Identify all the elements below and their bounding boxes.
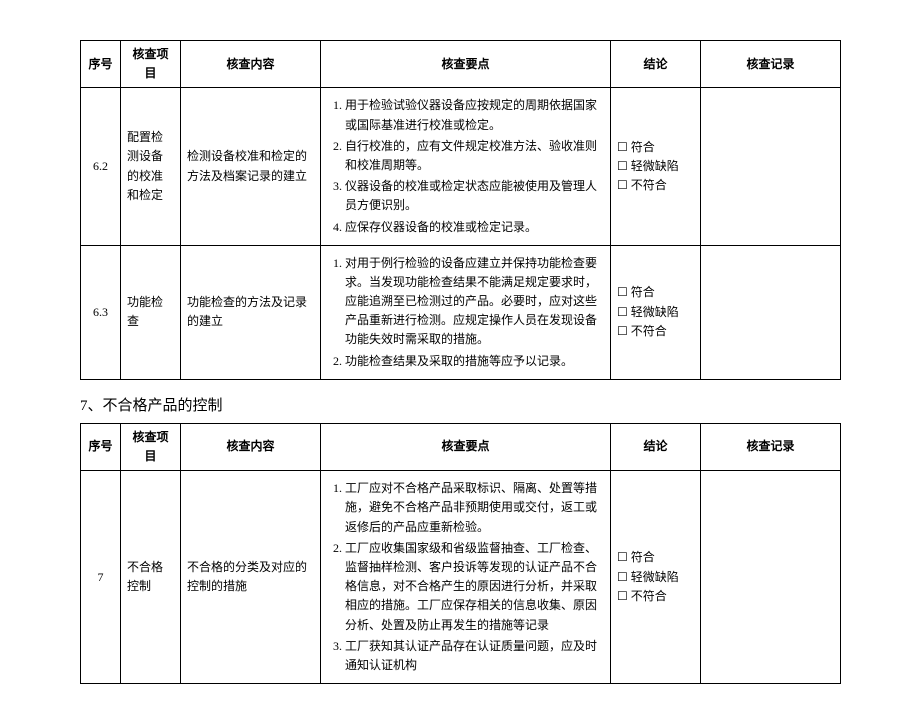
conclusion-label: 不符合 [631,589,667,603]
header-seq: 序号 [81,423,121,470]
header-record: 核查记录 [701,423,841,470]
keypoint-item: 仪器设备的校准或检定状态应能被使用及管理人员方便识别。 [345,177,604,215]
keypoint-item: 工厂应对不合格产品采取标识、隔离、处置等措施，避免不合格产品非预期使用或交付，返… [345,479,604,537]
cell-num: 7 [81,471,121,684]
checkbox-icon: ☐ [617,570,628,584]
checkbox-icon: ☐ [617,324,628,338]
conclusion-label: 轻微缺陷 [631,305,679,319]
keypoints-list: 对用于例行检验的设备应建立并保持功能检查要求。当发现功能检查结果不能满足规定要求… [327,254,604,371]
checkbox-icon: ☐ [617,589,628,603]
header-conclusion: 结论 [611,41,701,88]
keypoints-list: 工厂应对不合格产品采取标识、隔离、处置等措施，避免不合格产品非预期使用或交付，返… [327,479,604,675]
conclusion-option: ☐ 轻微缺陷 [617,568,694,587]
conclusion-option: ☐ 符合 [617,138,694,157]
conclusion-label: 符合 [631,550,655,564]
header-seq: 序号 [81,41,121,88]
cell-key: 工厂应对不合格产品采取标识、隔离、处置等措施，避免不合格产品非预期使用或交付，返… [321,471,611,684]
conclusion-option: ☐ 轻微缺陷 [617,157,694,176]
checkbox-icon: ☐ [617,305,628,319]
cell-record [701,245,841,379]
cell-item: 不合格控制 [121,471,181,684]
header-key: 核查要点 [321,423,611,470]
conclusion-option: ☐ 不符合 [617,176,694,195]
conclusion-label: 符合 [631,285,655,299]
cell-content: 不合格的分类及对应的控制的措施 [181,471,321,684]
conclusion-label: 不符合 [631,178,667,192]
table-header-row: 序号 核查项目 核查内容 核查要点 结论 核查记录 [81,423,841,470]
keypoint-item: 工厂获知其认证产品存在认证质量问题，应及时通知认证机构 [345,637,604,675]
keypoint-item: 工厂应收集国家级和省级监督抽查、工厂检查、监督抽样检测、客户投诉等发现的认证产品… [345,539,604,635]
conclusion-label: 不符合 [631,324,667,338]
table-row-6-2: 6.2 配置检测设备的校准和检定 检测设备校准和检定的方法及档案记录的建立 用于… [81,88,841,245]
header-item: 核查项目 [121,41,181,88]
cell-num: 6.2 [81,88,121,245]
conclusion-option: ☐ 不符合 [617,322,694,341]
checkbox-icon: ☐ [617,159,628,173]
keypoint-item: 自行校准的，应有文件规定校准方法、验收准则和校准周期等。 [345,137,604,175]
table-row-7: 7 不合格控制 不合格的分类及对应的控制的措施 工厂应对不合格产品采取标识、隔离… [81,471,841,684]
conclusion-option: ☐ 不符合 [617,587,694,606]
cell-item: 配置检测设备的校准和检定 [121,88,181,245]
cell-record [701,471,841,684]
section-title-7: 7、不合格产品的控制 [80,394,840,415]
cell-content: 功能检查的方法及记录的建立 [181,245,321,379]
conclusion-label: 符合 [631,140,655,154]
conclusion-option: ☐ 轻微缺陷 [617,303,694,322]
cell-conclusion: ☐ 符合 ☐ 轻微缺陷 ☐ 不符合 [611,88,701,245]
cell-conclusion: ☐ 符合 ☐ 轻微缺陷 ☐ 不符合 [611,471,701,684]
cell-item: 功能检查 [121,245,181,379]
checkbox-icon: ☐ [617,140,628,154]
cell-key: 对用于例行检验的设备应建立并保持功能检查要求。当发现功能检查结果不能满足规定要求… [321,245,611,379]
checkbox-icon: ☐ [617,550,628,564]
table-header-row: 序号 核查项目 核查内容 核查要点 结论 核查记录 [81,41,841,88]
conclusion-label: 轻微缺陷 [631,570,679,584]
conclusion-option: ☐ 符合 [617,548,694,567]
header-content: 核查内容 [181,423,321,470]
keypoints-list: 用于检验试验仪器设备应按规定的周期依据国家或国际基准进行校准或检定。 自行校准的… [327,96,604,236]
keypoint-item: 对用于例行检验的设备应建立并保持功能检查要求。当发现功能检查结果不能满足规定要求… [345,254,604,350]
header-content: 核查内容 [181,41,321,88]
cell-content: 检测设备校准和检定的方法及档案记录的建立 [181,88,321,245]
checkbox-icon: ☐ [617,178,628,192]
keypoint-item: 功能检查结果及采取的措施等应予以记录。 [345,352,604,371]
keypoint-item: 用于检验试验仪器设备应按规定的周期依据国家或国际基准进行校准或检定。 [345,96,604,134]
cell-num: 6.3 [81,245,121,379]
checklist-table-6: 序号 核查项目 核查内容 核查要点 结论 核查记录 6.2 配置检测设备的校准和… [80,40,841,380]
cell-record [701,88,841,245]
header-item: 核查项目 [121,423,181,470]
checkbox-icon: ☐ [617,285,628,299]
conclusion-label: 轻微缺陷 [631,159,679,173]
keypoint-item: 应保存仪器设备的校准或检定记录。 [345,218,604,237]
header-conclusion: 结论 [611,423,701,470]
header-key: 核查要点 [321,41,611,88]
header-record: 核查记录 [701,41,841,88]
conclusion-option: ☐ 符合 [617,283,694,302]
checklist-table-7: 序号 核查项目 核查内容 核查要点 结论 核查记录 7 不合格控制 不合格的分类… [80,423,841,684]
table-row-6-3: 6.3 功能检查 功能检查的方法及记录的建立 对用于例行检验的设备应建立并保持功… [81,245,841,379]
cell-conclusion: ☐ 符合 ☐ 轻微缺陷 ☐ 不符合 [611,245,701,379]
cell-key: 用于检验试验仪器设备应按规定的周期依据国家或国际基准进行校准或检定。 自行校准的… [321,88,611,245]
